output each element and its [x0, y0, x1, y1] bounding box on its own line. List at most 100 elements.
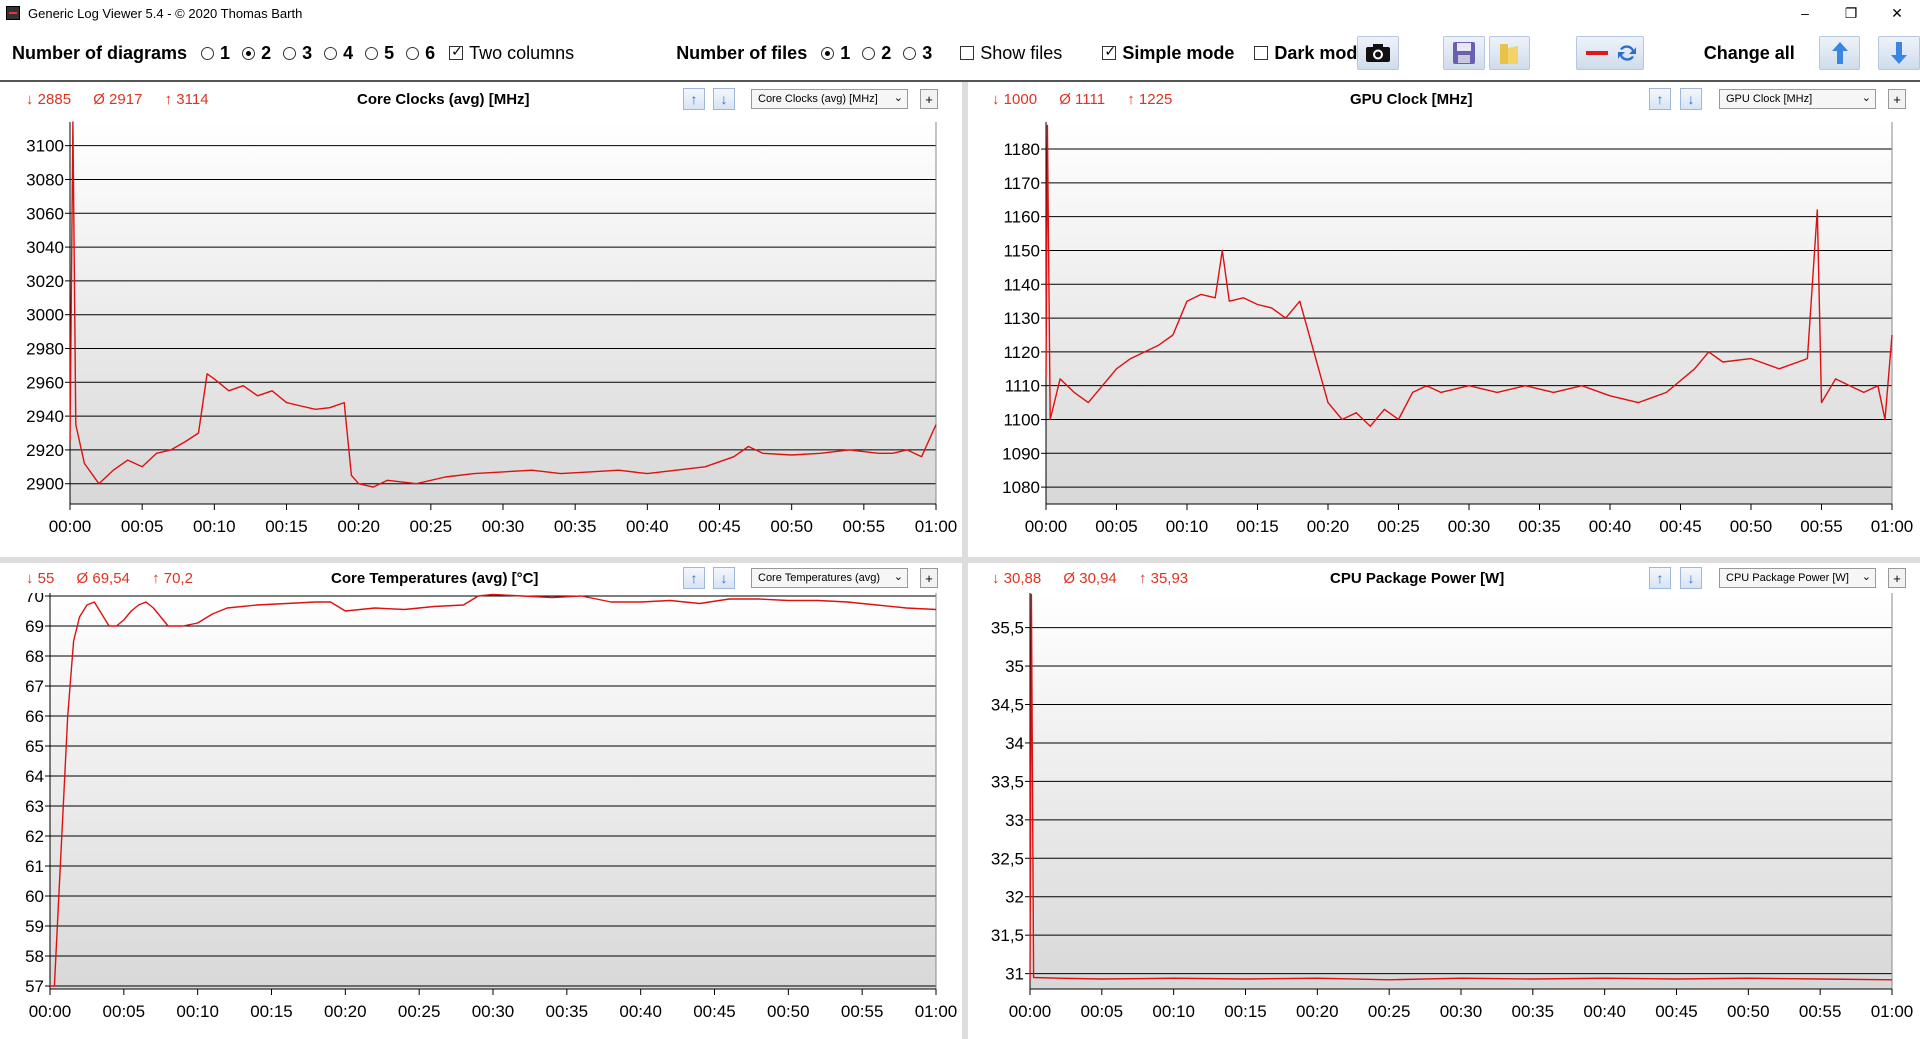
camera-icon[interactable]: [1357, 36, 1400, 70]
x-tick-label: 00:30: [1440, 1002, 1483, 1021]
y-tick-label: 1160: [1003, 208, 1040, 227]
add-panel-button[interactable]: +: [1888, 568, 1906, 588]
diagrams-radio-5[interactable]: 5: [365, 43, 394, 64]
move-down-icon[interactable]: ↓: [1680, 567, 1702, 589]
radio-dot[interactable]: [324, 46, 338, 60]
y-tick-label: 61: [25, 857, 44, 876]
channel-select[interactable]: Core Temperatures (avg) ⌄: [751, 568, 908, 588]
channel-select[interactable]: GPU Clock [MHz] ⌄: [1719, 89, 1876, 109]
save-icon[interactable]: [1443, 36, 1485, 70]
dark-mode-label: Dark mod: [1274, 42, 1358, 63]
radio-dot[interactable]: [862, 46, 876, 60]
radio-dot[interactable]: [283, 46, 297, 60]
checkbox-box[interactable]: [1254, 46, 1269, 60]
y-tick-label: 1080: [1002, 478, 1040, 497]
move-up-icon[interactable]: ↑: [1649, 567, 1671, 589]
y-tick-label: 68: [25, 647, 44, 666]
y-tick-label: 57: [25, 977, 44, 996]
line-swap-icon[interactable]: [1576, 36, 1644, 70]
x-tick-label: 00:20: [337, 517, 380, 536]
dark-mode-checkbox[interactable]: Dark mod: [1254, 43, 1357, 64]
panel-title: Core Temperatures (avg) [°C]: [331, 570, 539, 587]
add-panel-button[interactable]: +: [1888, 89, 1906, 109]
stat-min: ↓ 55: [26, 570, 55, 587]
radio-dot[interactable]: [365, 46, 379, 60]
y-tick-label: 62: [25, 827, 44, 846]
y-tick-label: 32: [1005, 888, 1024, 907]
channel-select-value: GPU Clock [MHz]: [1726, 93, 1813, 105]
y-tick-label: 66: [25, 707, 44, 726]
restore-button[interactable]: ❐: [1844, 4, 1858, 21]
y-tick-label: 59: [25, 917, 44, 936]
channel-select-value: Core Temperatures (avg): [758, 572, 881, 584]
checkbox-box[interactable]: [1102, 43, 1117, 60]
diagrams-radio-label: 3: [302, 42, 313, 63]
radio-dot[interactable]: [201, 46, 215, 60]
x-tick-label: 00:50: [1727, 1002, 1770, 1021]
y-tick-label: 1090: [1002, 444, 1040, 463]
x-tick-label: 00:55: [1799, 1002, 1842, 1021]
radio-dot[interactable]: [821, 46, 835, 60]
files-label: Number of files: [676, 42, 808, 63]
panel-title: Core Clocks (avg) [MHz]: [357, 91, 530, 108]
arrow-up-icon[interactable]: [1818, 36, 1861, 70]
x-tick-label: 00:15: [250, 1002, 293, 1021]
x-tick-label: 00:35: [546, 1002, 589, 1021]
chart-plot: 3100 3080 3060 3040 3020 3000 2980 2960 2940 2920…: [26, 121, 957, 536]
chart-plot: 1180 1170 1160 1150 1140 1130 1120 1110 1100 1090…: [1002, 122, 1914, 536]
move-down-icon[interactable]: ↓: [713, 567, 735, 589]
y-tick-label: 1100: [1003, 410, 1040, 429]
show-files-checkbox[interactable]: Show files: [960, 43, 1062, 64]
move-up-icon[interactable]: ↑: [683, 88, 705, 110]
diagrams-radio-1[interactable]: 1: [201, 43, 230, 64]
diagrams-radio-4[interactable]: 4: [324, 43, 353, 64]
diagrams-radio-6[interactable]: 6: [406, 43, 435, 64]
arrow-down-icon[interactable]: [1878, 36, 1920, 70]
files-radio-group: 1 2 3: [821, 43, 944, 64]
diagrams-radio-3[interactable]: 3: [283, 43, 312, 64]
x-tick-label: 01:00: [1871, 517, 1914, 536]
add-panel-button[interactable]: +: [920, 568, 938, 588]
channel-select[interactable]: CPU Package Power [W] ⌄: [1719, 568, 1876, 588]
folder-icon[interactable]: [1488, 36, 1531, 70]
x-tick-label: 00:10: [1152, 1002, 1195, 1021]
diagram-panel-core-temperatures: ↓ 55 Ø 69,54 ↑ 70,2 Core Temperatures (a…: [0, 563, 962, 1039]
y-tick-label: 1110: [1005, 377, 1040, 396]
y-tick-label: 2900: [26, 475, 64, 494]
x-tick-label: 00:30: [1448, 517, 1491, 536]
move-up-icon[interactable]: ↑: [1649, 88, 1671, 110]
x-tick-label: 00:45: [693, 1002, 736, 1021]
checkbox-box[interactable]: [960, 46, 975, 60]
checkbox-box[interactable]: [449, 43, 464, 60]
radio-dot[interactable]: [242, 46, 256, 60]
panel-title: CPU Package Power [W]: [1330, 570, 1505, 587]
add-panel-button[interactable]: +: [920, 89, 938, 109]
x-tick-label: 00:50: [1730, 517, 1773, 536]
y-tick-label: 31,5: [991, 926, 1024, 945]
x-tick-label: 00:35: [1518, 517, 1561, 536]
minimize-button[interactable]: –: [1801, 5, 1809, 21]
y-tick-label: 67: [25, 677, 44, 696]
x-tick-label: 00:10: [1166, 517, 1209, 536]
two-columns-checkbox[interactable]: Two columns: [449, 43, 574, 64]
channel-select[interactable]: Core Clocks (avg) [MHz] ⌄: [751, 89, 908, 109]
x-tick-label: 00:45: [1655, 1002, 1698, 1021]
simple-mode-checkbox[interactable]: Simple mode: [1102, 43, 1234, 64]
radio-dot[interactable]: [903, 46, 917, 60]
move-down-icon[interactable]: ↓: [713, 88, 735, 110]
x-tick-label: 00:05: [1081, 1002, 1124, 1021]
title-bar: Generic Log Viewer 5.4 - © 2020 Thomas B…: [0, 0, 1920, 26]
diagrams-radio-2[interactable]: 2: [242, 43, 271, 64]
files-radio-2[interactable]: 2: [862, 43, 891, 64]
panel-stats: ↓ 55 Ø 69,54 ↑ 70,2: [26, 570, 211, 587]
files-radio-1[interactable]: 1: [821, 43, 850, 64]
close-button[interactable]: ✕: [1891, 4, 1903, 21]
move-down-icon[interactable]: ↓: [1680, 88, 1702, 110]
y-tick-label: 58: [25, 947, 44, 966]
radio-dot[interactable]: [406, 46, 420, 60]
chart-plot: 35,5 35 34,5 34 33,5 33 32,5 32 31,5 31 00:00 00:05…: [991, 593, 1913, 1021]
diagrams-radio-label: 1: [220, 42, 231, 63]
move-up-icon[interactable]: ↑: [683, 567, 705, 589]
row-divider[interactable]: [0, 557, 1920, 563]
files-radio-3[interactable]: 3: [903, 43, 932, 64]
